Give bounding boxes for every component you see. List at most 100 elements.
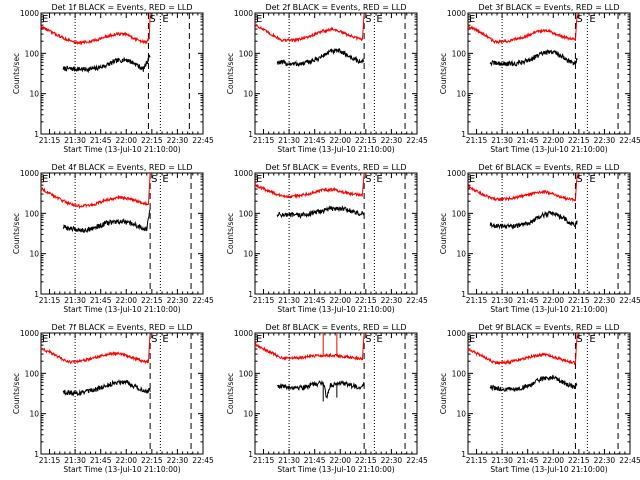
panel-det-6: Det 6f BLACK = Events, RED = LLD 1 10 100 10… [439,163,640,314]
panel-det-7: Det 7f BLACK = Events, RED = LLD 1 10 100 10… [12,323,214,474]
x-tick-label: 21:15 [466,136,488,145]
series-lld [467,173,578,202]
panel-title: Det 8f BLACK = Events, RED = LLD [265,323,406,332]
y-tick-label: 10 [456,410,466,419]
y-tick-label: 100 [239,49,254,58]
plot-frame [467,172,631,295]
x-axis-label: Start Time (13-Jul-10 21:10:00) [490,145,607,154]
x-tick-label: 22:00 [115,456,137,465]
y-axis-label: Counts/sec [439,373,448,414]
x-tick-label: 22:45 [192,136,214,145]
marker-left-E: E [469,174,475,185]
y-tick-label: 10 [243,250,253,259]
series-lld [254,13,365,43]
y-tick-label: 10 [456,250,466,259]
series-events [489,210,578,230]
marker-right-E: E [376,334,382,345]
y-tick-label: 1 [34,290,39,299]
x-tick-label: 22:30 [594,136,616,145]
series-events [62,379,151,397]
x-tick-label: 21:30 [278,456,300,465]
y-tick-label: 1000 [234,9,253,18]
x-tick-label: 22:15 [355,136,377,145]
x-tick-label: 22:15 [141,296,163,305]
panel-det-5: Det 5f BLACK = Events, RED = LLD 1 10 100 10… [226,163,428,314]
x-tick-label: 22:30 [167,296,189,305]
x-tick-label: 21:45 [517,136,539,145]
y-tick-label: 100 [25,209,40,218]
y-tick-label: 1 [461,130,466,139]
x-tick-label: 22:30 [381,456,403,465]
x-tick-label: 22:45 [192,456,214,465]
x-tick-label: 22:30 [167,456,189,465]
x-axis-label: Start Time (13-Jul-10 21:10:00) [277,145,394,154]
y-tick-label: 1 [248,130,253,139]
x-tick-label: 22:15 [568,136,590,145]
y-axis-label: Counts/sec [12,53,21,94]
y-tick-label: 100 [452,49,467,58]
series-events [489,48,578,67]
series-lld [40,13,151,46]
x-tick-label: 22:00 [115,296,137,305]
y-tick-label: 10 [29,410,39,419]
y-tick-label: 1000 [447,169,466,178]
marker-left-E: E [469,14,475,25]
y-axis-label: Counts/sec [12,213,21,254]
series-lld [40,172,151,210]
marker-S: S [576,174,582,185]
panel-title: Det 1f BLACK = Events, RED = LLD [51,3,192,12]
x-tick-label: 21:15 [39,136,61,145]
plot-frame [467,12,631,135]
y-tick-label: 100 [239,209,254,218]
x-tick-label: 21:30 [491,456,513,465]
marker-S: S [365,334,371,345]
marker-S: S [576,334,582,345]
y-tick-label: 1000 [447,9,466,18]
plot-frame [254,12,418,135]
y-tick-label: 100 [452,369,467,378]
y-axis-label: Counts/sec [226,373,235,414]
x-axis-label: Start Time (13-Jul-10 21:10:00) [63,465,180,474]
panel-title: Det 2f BLACK = Events, RED = LLD [265,3,406,12]
y-tick-label: 1 [248,290,253,299]
x-tick-label: 21:15 [253,456,275,465]
x-axis-label: Start Time (13-Jul-10 21:10:00) [490,465,607,474]
x-tick-label: 22:00 [329,456,351,465]
x-tick-label: 21:30 [491,296,513,305]
marker-left-E: E [469,334,475,345]
series-events [62,54,151,74]
x-tick-label: 22:45 [619,296,640,305]
y-tick-label: 10 [243,90,253,99]
x-tick-label: 22:30 [381,136,403,145]
x-tick-label: 21:15 [39,456,61,465]
panel-det-4: Det 4f BLACK = Events, RED = LLD 1 10 100 10… [12,163,214,314]
marker-S: S [365,14,371,25]
x-tick-label: 22:15 [141,456,163,465]
x-tick-label: 21:15 [466,296,488,305]
x-tick-label: 21:30 [64,456,86,465]
y-tick-label: 1000 [234,329,253,338]
marker-S: S [365,174,371,185]
panel-title: Det 3f BLACK = Events, RED = LLD [478,3,619,12]
x-tick-label: 21:45 [517,456,539,465]
plot-frame [254,172,418,295]
y-axis-label: Counts/sec [439,213,448,254]
plot-frame [254,332,418,455]
x-tick-label: 21:45 [304,456,326,465]
y-tick-label: 1000 [20,169,39,178]
x-tick-label: 21:15 [253,296,275,305]
marker-left-E: E [256,174,262,185]
panel-det-8: Det 8f BLACK = Events, RED = LLD 1 10 100 10… [226,323,428,474]
y-tick-label: 100 [239,369,254,378]
series-events [276,48,365,68]
y-axis-label: Counts/sec [12,373,21,414]
plot-frame [467,332,631,455]
x-tick-label: 22:30 [381,296,403,305]
marker-right-E: E [376,14,382,25]
series-events [489,374,578,393]
marker-S: S [149,14,155,25]
marker-S: S [576,14,582,25]
x-tick-label: 21:30 [64,136,86,145]
x-tick-label: 21:45 [304,296,326,305]
